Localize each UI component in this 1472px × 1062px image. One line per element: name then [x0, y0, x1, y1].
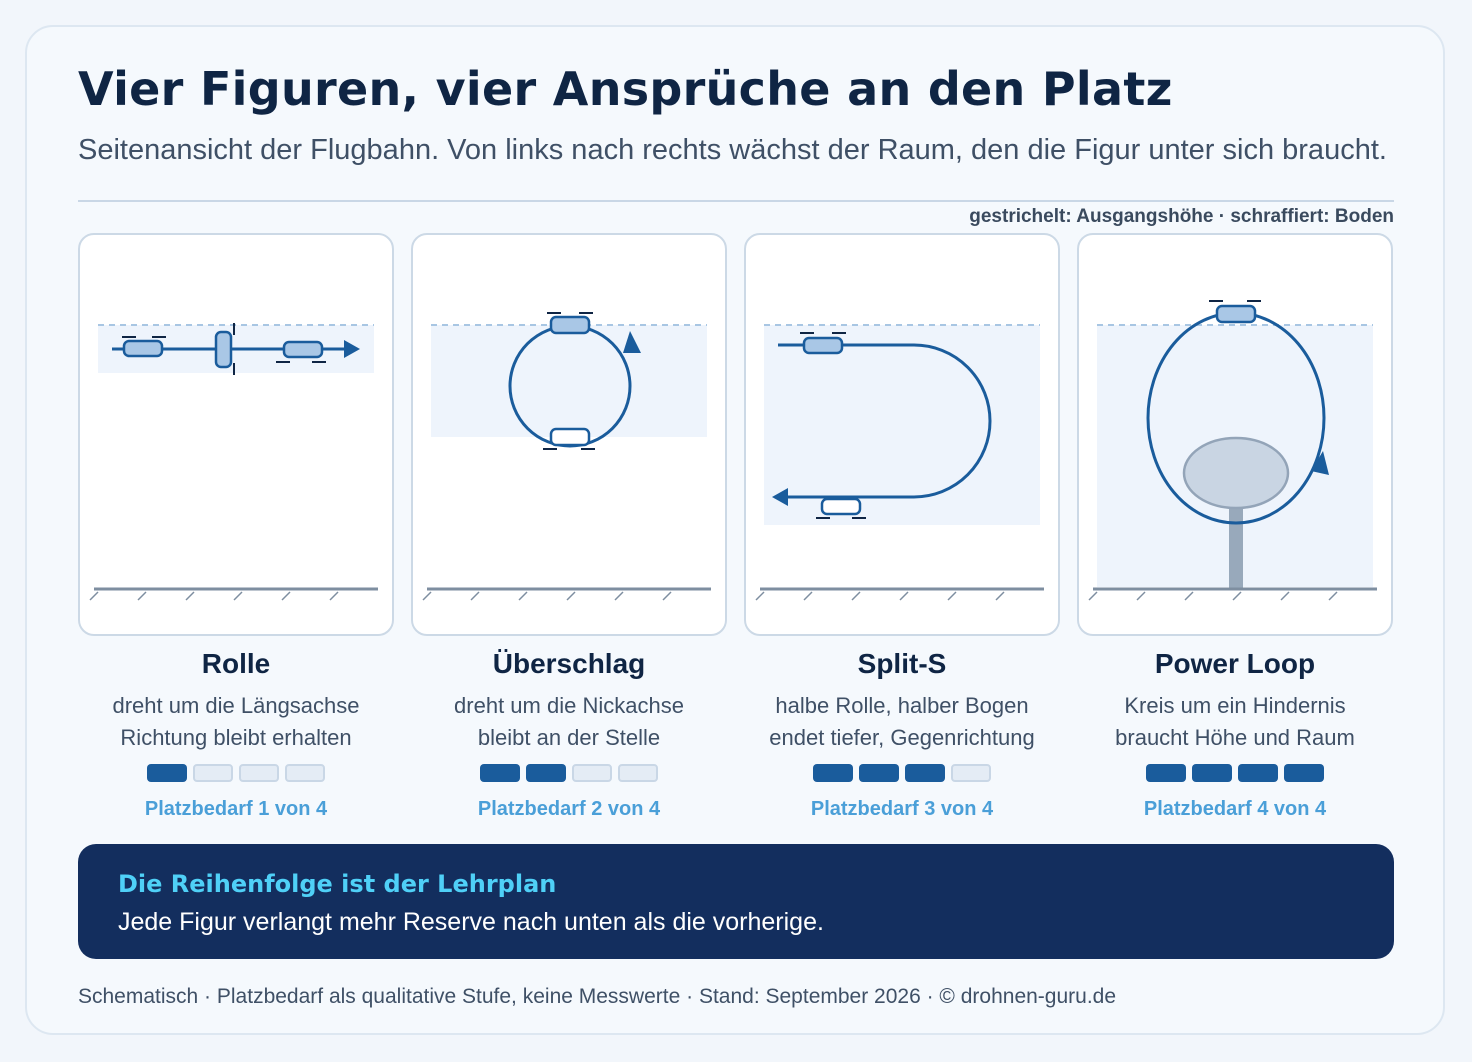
level-bar-filled	[859, 764, 899, 782]
figure-desc-1: dreht um die Nickachse	[454, 693, 684, 718]
level-bar-filled	[813, 764, 853, 782]
figure-desc-2: braucht Höhe und Raum	[1115, 725, 1355, 750]
divider	[78, 200, 1394, 202]
level-text: Platzbedarf 3 von 4	[810, 798, 994, 820]
drone-rolling	[214, 323, 235, 375]
level-bar-filled	[147, 764, 187, 782]
airspace-zone	[764, 325, 1040, 525]
level-bars	[411, 764, 727, 784]
direction-arrow	[772, 488, 788, 506]
ground	[755, 587, 1044, 601]
callout-box: Die Reihenfolge ist der Lehrplan Jede Fi…	[78, 844, 1394, 959]
ground	[422, 587, 711, 601]
drone-end	[276, 340, 326, 363]
direction-arrow	[344, 340, 360, 358]
level-bar-filled	[905, 764, 945, 782]
level-bar-empty	[951, 764, 991, 782]
level-bar-empty	[193, 764, 233, 782]
level-bar-filled	[1284, 764, 1324, 782]
figure-caption-rolle: Rolle dreht um die Längsachse Richtung b…	[78, 640, 394, 821]
level-bar-filled	[1146, 764, 1186, 782]
figure-name: Split-S	[857, 648, 947, 679]
callout-text: Jede Figur verlangt mehr Reserve nach un…	[118, 908, 824, 936]
drone-start	[800, 332, 846, 355]
footer-note: Schematisch · Platzbedarf als qualitativ…	[78, 985, 1117, 1008]
level-bars	[78, 764, 394, 784]
figure-desc-2: Richtung bleibt erhalten	[120, 725, 352, 750]
callout-title: Die Reihenfolge ist der Lehrplan	[118, 870, 557, 898]
page-title: Vier Figuren, vier Ansprüche an den Plat…	[78, 62, 1173, 116]
obstacle-pole	[1229, 503, 1243, 589]
airspace-zone	[431, 325, 707, 437]
figure-name: Überschlag	[492, 648, 646, 679]
ground	[89, 587, 378, 601]
figure-desc-1: halbe Rolle, halber Bogen	[775, 693, 1029, 718]
level-bar-empty	[239, 764, 279, 782]
panel-power-loop	[1077, 233, 1393, 636]
level-bars	[1077, 764, 1393, 784]
drone-top	[547, 312, 593, 335]
drone-start	[122, 336, 166, 358]
level-text: Platzbedarf 4 von 4	[1143, 798, 1327, 820]
ground	[1088, 587, 1377, 601]
figure-caption-ueberschlag: Überschlag dreht um die Nickachse bleibt…	[411, 640, 727, 821]
figure-caption-power-loop: Power Loop Kreis um ein Hindernis brauch…	[1077, 640, 1393, 821]
figure-desc-2: endet tiefer, Gegenrichtung	[769, 725, 1035, 750]
level-text: Platzbedarf 1 von 4	[144, 798, 328, 820]
panel-ueberschlag	[411, 233, 727, 636]
figure-desc-1: dreht um die Längsachse	[112, 693, 360, 718]
figure-desc-2: bleibt an der Stelle	[477, 725, 661, 750]
page-subtitle: Seitenansicht der Flugbahn. Von links na…	[78, 134, 1387, 166]
figure-name: Power Loop	[1154, 648, 1316, 679]
drone-end	[816, 497, 866, 519]
drone-top	[1209, 300, 1261, 324]
level-bar-empty	[572, 764, 612, 782]
level-bar-filled	[1238, 764, 1278, 782]
level-text: Platzbedarf 2 von 4	[477, 798, 661, 820]
level-bars	[744, 764, 1060, 784]
panel-split-s	[744, 233, 1060, 636]
level-bar-filled	[526, 764, 566, 782]
panel-rolle	[78, 233, 394, 636]
level-bar-empty	[618, 764, 658, 782]
legend-note: gestrichelt: Ausgangshöhe · schraffiert:…	[969, 206, 1394, 227]
level-bar-filled	[1192, 764, 1232, 782]
figure-desc-1: Kreis um ein Hindernis	[1124, 693, 1346, 718]
figure-caption-split-s: Split-S halbe Rolle, halber Bogen endet …	[744, 640, 1060, 821]
level-bar-empty	[285, 764, 325, 782]
level-bar-filled	[480, 764, 520, 782]
flight-path	[778, 343, 992, 499]
figure-name: Rolle	[201, 648, 271, 679]
direction-arrow	[1311, 451, 1329, 475]
obstacle-tree	[1182, 436, 1290, 510]
drone-bottom	[543, 427, 595, 450]
direction-arrow	[623, 331, 641, 353]
